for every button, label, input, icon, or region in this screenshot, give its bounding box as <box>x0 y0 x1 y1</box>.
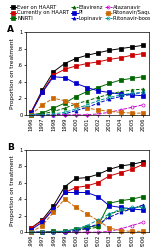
Legend: Ever on HAART, Currently on HAART, NNRTI, Efavirenz, PI, Lopinavir, Atazanavir, : Ever on HAART, Currently on HAART, NNRTI… <box>10 5 150 21</box>
Y-axis label: Proportion on treatment: Proportion on treatment <box>10 38 15 109</box>
Y-axis label: Proportion on treatment: Proportion on treatment <box>10 155 15 226</box>
Text: A: A <box>7 25 14 35</box>
Text: B: B <box>7 143 14 152</box>
